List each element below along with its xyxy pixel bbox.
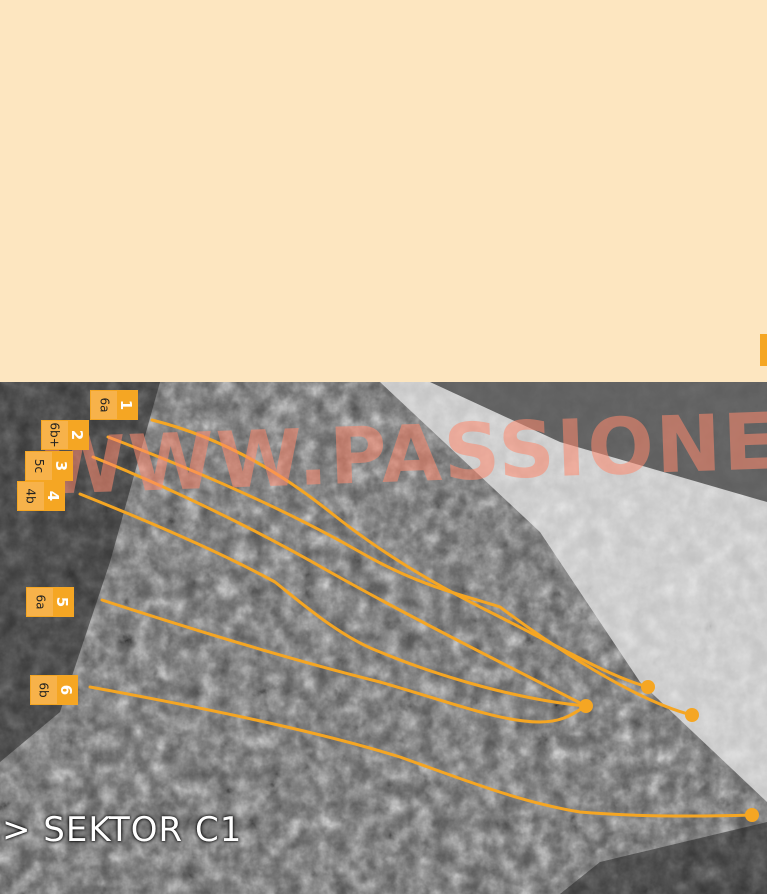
route-grade: 6a [91,391,117,419]
route-line-4 [78,492,588,708]
route-line-3 [91,455,588,708]
route-line-1 [150,418,650,689]
anchor-dot-6 [745,808,759,822]
route-number: 4 [42,482,64,510]
route-label-1: 1 6a [90,390,138,420]
route-line-5 [100,598,588,724]
route-number: 2 [66,421,88,449]
route-label-2: 2 6b+ [41,420,89,450]
route-label-3: 3 5c [25,451,73,481]
route-label-5: 5 6a [26,587,74,617]
blank-top-area [0,0,767,382]
route-grade: 5c [26,452,52,480]
crag-photo [0,382,767,894]
route-grade: 6a [27,588,53,616]
route-number: 6 [55,676,77,704]
anchor-dot-2 [685,708,699,722]
route-label-6: 6 6b [30,675,78,705]
edge-tab-marker [760,334,767,366]
route-lines [78,418,759,822]
route-grade: 6b+ [42,421,68,449]
anchor-dot-3 [579,699,593,713]
route-label-4: 4 4b [17,481,65,511]
route-grade: 6b [31,676,57,704]
sector-title: > SEKTOR C1 [2,810,243,850]
route-line-6 [88,685,754,818]
rock-face-image [0,382,767,894]
route-number: 3 [50,452,72,480]
route-number: 5 [51,588,73,616]
route-grade: 4b [18,482,44,510]
route-number: 1 [115,391,137,419]
anchor-dot-1 [641,680,655,694]
route-line-2 [106,435,694,717]
